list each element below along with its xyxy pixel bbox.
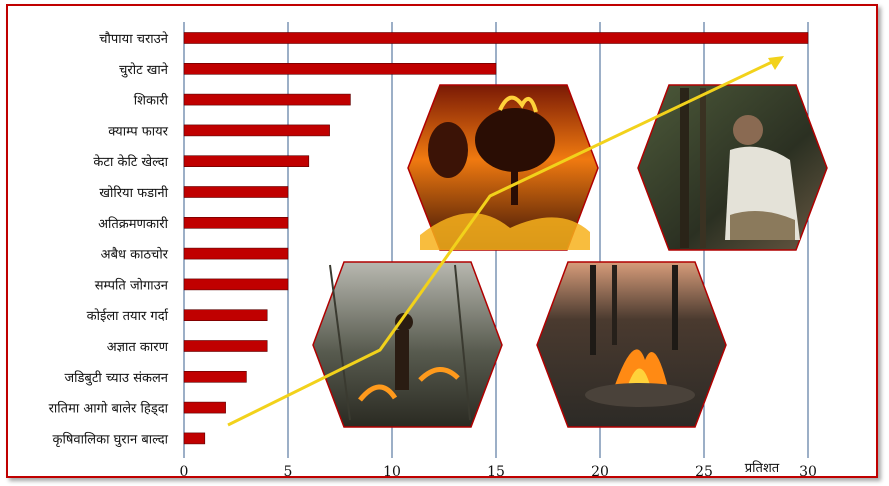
bar xyxy=(183,432,206,445)
bar xyxy=(183,217,289,229)
category-label: रातिमा आगो बालेर हिड्दा xyxy=(49,401,169,417)
x-tick-label: 15 xyxy=(487,464,505,480)
category-label: चौपाया चराउने xyxy=(99,31,168,47)
x-tick-labels: 0 5 10 15 20 25 30 xyxy=(180,464,817,480)
category-label: जडिबुटी च्याउ संकलन xyxy=(64,370,168,386)
x-tick-label: 10 xyxy=(383,464,401,480)
bar xyxy=(183,278,289,291)
category-label: सम्पति जोगाउन xyxy=(95,277,169,293)
category-label: खोरिया फडानी xyxy=(99,185,168,201)
category-label: अबैध काठचोर xyxy=(101,247,169,263)
category-label: चुरोट खाने xyxy=(119,62,169,78)
category-label: शिकारी xyxy=(134,93,169,109)
x-tick-label: 20 xyxy=(591,464,609,480)
x-tick-label: 0 xyxy=(180,464,189,480)
trend-arrow xyxy=(227,56,784,427)
category-label: अज्ञात कारण xyxy=(107,340,169,355)
category-label: क्याम्प फायर xyxy=(108,124,168,139)
category-label: कोईला तयार गर्दा xyxy=(87,308,169,324)
bar xyxy=(183,309,268,322)
bar xyxy=(183,32,809,44)
bar xyxy=(183,370,247,383)
category-label: केटा केटि खेल्दा xyxy=(93,154,168,170)
category-label: अतिक्रमणकारी xyxy=(98,216,169,232)
x-tick-label: 30 xyxy=(799,464,817,480)
category-labels: चौपाया चराउने चुरोट खाने शिकारी क्याम्प फाय… xyxy=(49,31,169,447)
photo-man-smoking xyxy=(637,84,828,251)
photo-forest-fire xyxy=(407,84,599,251)
x-axis-unit-label: प्रतिशत xyxy=(745,460,780,476)
x-tick-label: 5 xyxy=(284,464,293,480)
bars-group xyxy=(183,32,809,445)
bar xyxy=(183,401,226,414)
bar xyxy=(183,340,268,352)
bar xyxy=(183,247,289,260)
photo-firefighter xyxy=(312,261,503,428)
bar xyxy=(183,62,497,75)
x-tick-label: 25 xyxy=(695,464,713,480)
bar xyxy=(183,124,330,137)
photo-campfire xyxy=(536,261,727,428)
category-label: कृषिवालिका घुरान बाल्दा xyxy=(52,431,168,447)
bar xyxy=(183,155,310,167)
bar xyxy=(183,186,289,198)
bar xyxy=(183,93,351,106)
